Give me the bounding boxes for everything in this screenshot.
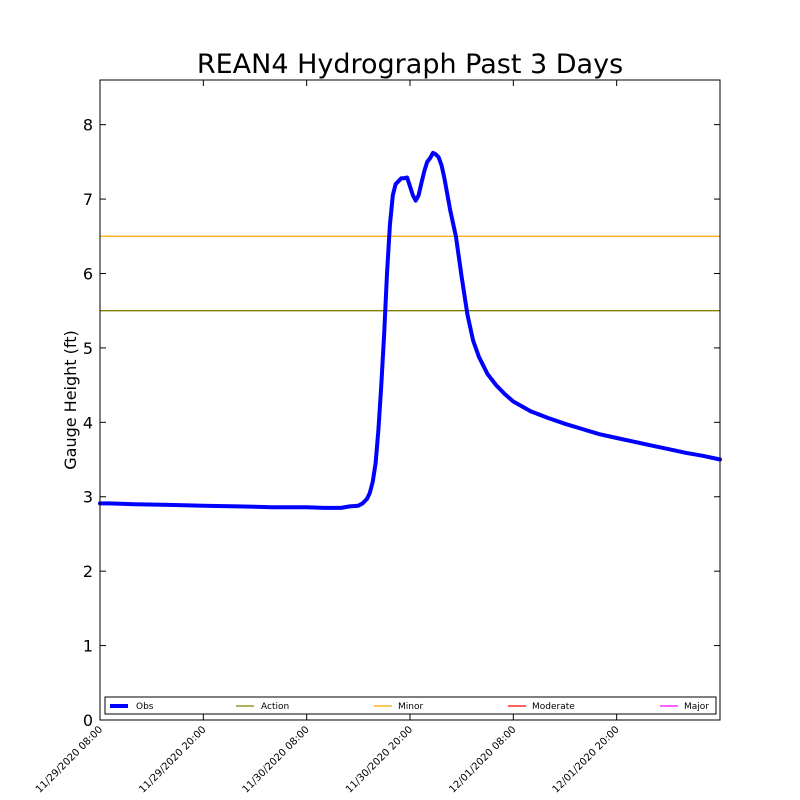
x-tick-label-1: 11/29/2020 20:00 xyxy=(137,724,208,795)
series-line-obs xyxy=(98,150,722,510)
y-tick-label-4: 4 xyxy=(83,413,93,432)
legend-box xyxy=(104,696,717,715)
legend-label-major: Major xyxy=(684,702,709,712)
axes-frame xyxy=(99,79,721,721)
legend: Obs Action Minor Moderate Major xyxy=(104,696,717,715)
y-tick-label-0: 0 xyxy=(83,711,93,730)
x-tick-label-5: 12/01/2020 20:00 xyxy=(551,724,622,795)
y-tick-label-2: 2 xyxy=(83,562,93,581)
plot-area: 0 1 2 3 4 5 6 7 8 11/29/2020 08:00 11/29/2020 20:0… xyxy=(34,79,722,796)
chart-title: REAN4 Hydrograph Past 3 Days xyxy=(197,49,623,80)
legend-label-moderate: Moderate xyxy=(532,702,575,712)
y-tick-label-6: 6 xyxy=(83,264,93,283)
x-tick-label-2: 11/30/2020 08:00 xyxy=(241,724,312,795)
y-tick-label-5: 5 xyxy=(83,339,93,358)
y-tick-label-3: 3 xyxy=(83,488,93,507)
y-axis-label: Gauge Height (ft) xyxy=(61,330,80,470)
legend-label-action: Action xyxy=(261,702,289,712)
y-tick-label-1: 1 xyxy=(83,637,93,656)
x-tick-label-0: 11/29/2020 08:00 xyxy=(34,724,105,795)
x-tick-label-4: 12/01/2020 08:00 xyxy=(447,724,518,795)
y-tick-label-8: 8 xyxy=(83,116,93,135)
x-tick-label-3: 11/30/2020 20:00 xyxy=(344,724,415,795)
legend-label-minor: Minor xyxy=(398,702,423,712)
y-tick-label-7: 7 xyxy=(83,190,93,209)
legend-label-obs: Obs xyxy=(136,702,154,712)
